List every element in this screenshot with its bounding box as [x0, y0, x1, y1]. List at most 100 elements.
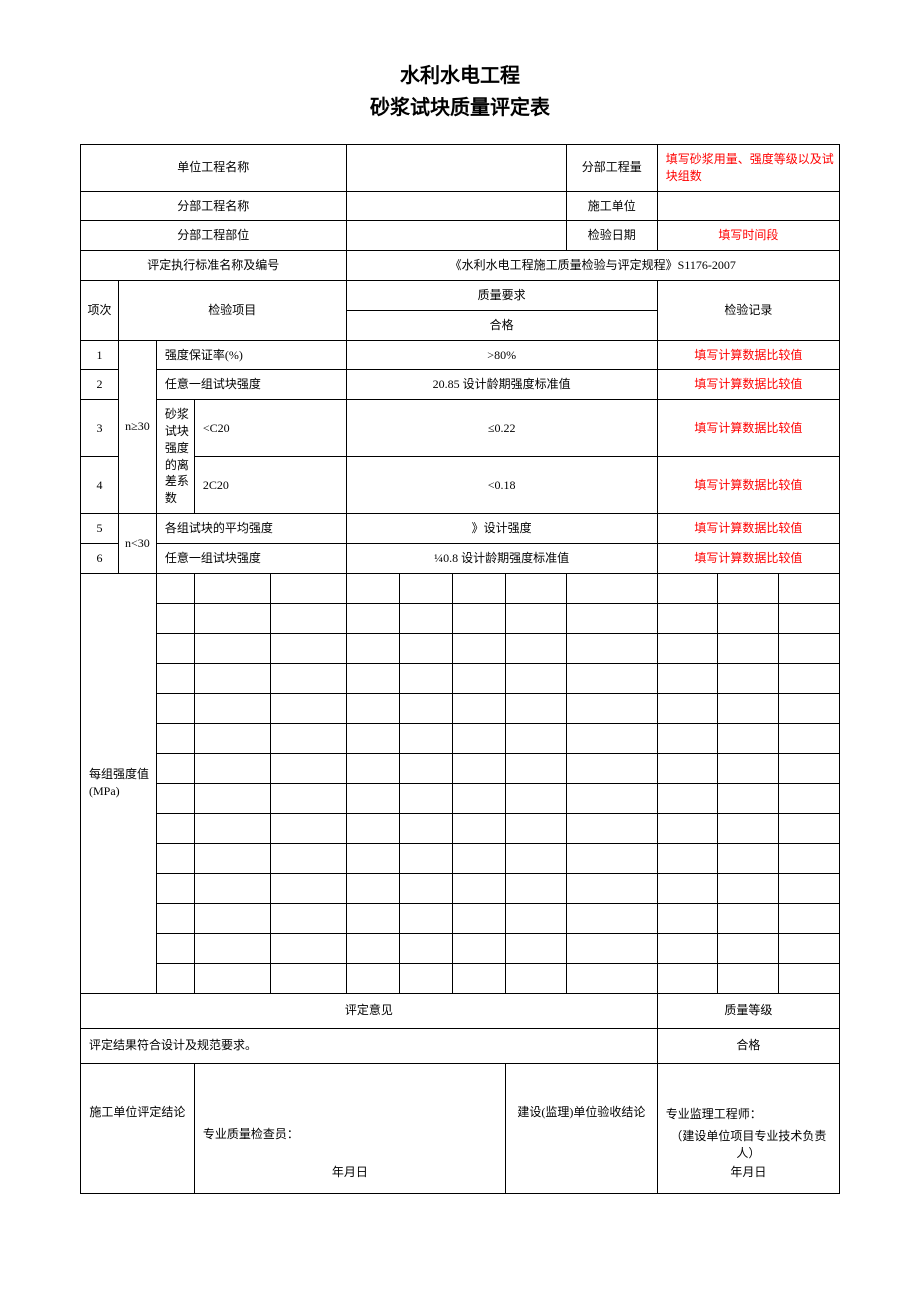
- grid-cell: [779, 723, 840, 753]
- val-check-date: 填写时间段: [657, 221, 839, 251]
- grid-cell: [156, 903, 194, 933]
- grid-cell: [156, 723, 194, 753]
- grid-cell: [156, 663, 194, 693]
- grid-cell: [399, 723, 452, 753]
- grid-cell: [779, 963, 840, 993]
- grid-cell: [452, 723, 505, 753]
- grid-cell: [657, 663, 718, 693]
- supervisor-conclusion-label: 建设(监理)单位验收结论: [505, 1063, 657, 1193]
- grid-cell: [718, 633, 779, 663]
- grid-cell: [156, 933, 194, 963]
- grid-cell: [156, 843, 194, 873]
- req: <0.18: [346, 457, 657, 514]
- label-sub-qty: 分部工程量: [566, 145, 657, 192]
- grid-cell: [566, 633, 657, 663]
- grid-cell: [452, 603, 505, 633]
- grid-cell: [194, 753, 270, 783]
- col-record: 检验记录: [657, 280, 839, 340]
- grid-cell: [505, 873, 566, 903]
- record: 填写计算数据比较值: [657, 400, 839, 457]
- grid-cell: [779, 813, 840, 843]
- grid-cell: [194, 813, 270, 843]
- grid-cell: [505, 693, 566, 723]
- grid-cell: [452, 783, 505, 813]
- val-contractor: [657, 191, 839, 221]
- col-req: 质量要求: [346, 280, 657, 310]
- header-row: 分部工程部位 检验日期 填写时间段: [81, 221, 840, 251]
- grid-cell: [779, 843, 840, 873]
- group-n-ge-30: n≥30: [118, 340, 156, 513]
- grid-cell: [566, 843, 657, 873]
- grid-cell: [399, 873, 452, 903]
- header-row: 单位工程名称 分部工程量 填写砂浆用量、强度等级以及试块组数: [81, 145, 840, 192]
- contractor-conclusion-body: 专业质量检查员： 年月日: [194, 1063, 505, 1193]
- seq: 2: [81, 370, 119, 400]
- col-item: 检验项目: [118, 280, 346, 340]
- req: 》设计强度: [346, 513, 657, 543]
- grid-cell: [399, 753, 452, 783]
- grid-cell: [156, 813, 194, 843]
- title-block: 水利水电工程 砂浆试块质量评定表: [80, 60, 840, 124]
- header-row: 分部工程名称 施工单位: [81, 191, 840, 221]
- grid-cell: [452, 693, 505, 723]
- signature-row: 施工单位评定结论 专业质量检查员： 年月日 建设(监理)单位验收结论 专业监理工…: [81, 1063, 840, 1193]
- grid-cell: [718, 873, 779, 903]
- val-unit-project: [346, 145, 566, 192]
- grid-cell: [270, 963, 346, 993]
- grid-cell: [194, 603, 270, 633]
- grid-cell: [270, 723, 346, 753]
- strength-grid-row: [81, 843, 840, 873]
- grid-cell: [346, 813, 399, 843]
- grid-cell: [566, 963, 657, 993]
- label-unit-project: 单位工程名称: [81, 145, 347, 192]
- seq: 4: [81, 457, 119, 514]
- grid-cell: [779, 633, 840, 663]
- grid-cell: [657, 843, 718, 873]
- req: >80%: [346, 340, 657, 370]
- grid-cell: [346, 933, 399, 963]
- std-label: 评定执行标准名称及编号: [81, 251, 347, 281]
- grid-cell: [505, 903, 566, 933]
- seq: 6: [81, 543, 119, 573]
- grid-cell: [566, 693, 657, 723]
- grid-cell: [346, 753, 399, 783]
- grid-cell: [657, 813, 718, 843]
- val-sub-part: [346, 221, 566, 251]
- grid-cell: [718, 663, 779, 693]
- grid-cell: [452, 963, 505, 993]
- grid-cell: [566, 783, 657, 813]
- col-seq: 项次: [81, 280, 119, 340]
- grid-cell: [194, 573, 270, 603]
- grid-cell: [718, 783, 779, 813]
- table-row: 6 任意一组试块强度 ¼0.8 设计龄期强度标准值 填写计算数据比较值: [81, 543, 840, 573]
- grid-cell: [194, 843, 270, 873]
- col-req-sub: 合格: [346, 310, 657, 340]
- eval-value-row: 评定结果符合设计及规范要求。 合格: [81, 1028, 840, 1063]
- grid-cell: [156, 693, 194, 723]
- grid-cell: [505, 723, 566, 753]
- grid-cell: [156, 633, 194, 663]
- grid-cell: [779, 903, 840, 933]
- grid-cell: [270, 663, 346, 693]
- strength-grid-row: [81, 783, 840, 813]
- grid-cell: [779, 693, 840, 723]
- grid-cell: [194, 963, 270, 993]
- grid-cell: [270, 753, 346, 783]
- grid-cell: [779, 873, 840, 903]
- table-row: 2 任意一组试块强度 20.85 设计龄期强度标准值 填写计算数据比较值: [81, 370, 840, 400]
- col-header-row: 项次 检验项目 质量要求 检验记录: [81, 280, 840, 310]
- grid-cell: [270, 843, 346, 873]
- grid-cell: [779, 663, 840, 693]
- req: ¼0.8 设计龄期强度标准值: [346, 543, 657, 573]
- grid-cell: [505, 933, 566, 963]
- grid-cell: [156, 873, 194, 903]
- table-row: 3 砂浆试块强度的离差系数 <C20 ≤0.22 填写计算数据比较值: [81, 400, 840, 457]
- table-row: 1 n≥30 强度保证率(%) >80% 填写计算数据比较值: [81, 340, 840, 370]
- group-n-lt-30: n<30: [118, 513, 156, 573]
- grid-cell: [399, 903, 452, 933]
- strength-grid-row: [81, 633, 840, 663]
- grid-cell: [399, 573, 452, 603]
- grid-cell: [566, 723, 657, 753]
- grid-cell: [156, 963, 194, 993]
- grid-cell: [718, 693, 779, 723]
